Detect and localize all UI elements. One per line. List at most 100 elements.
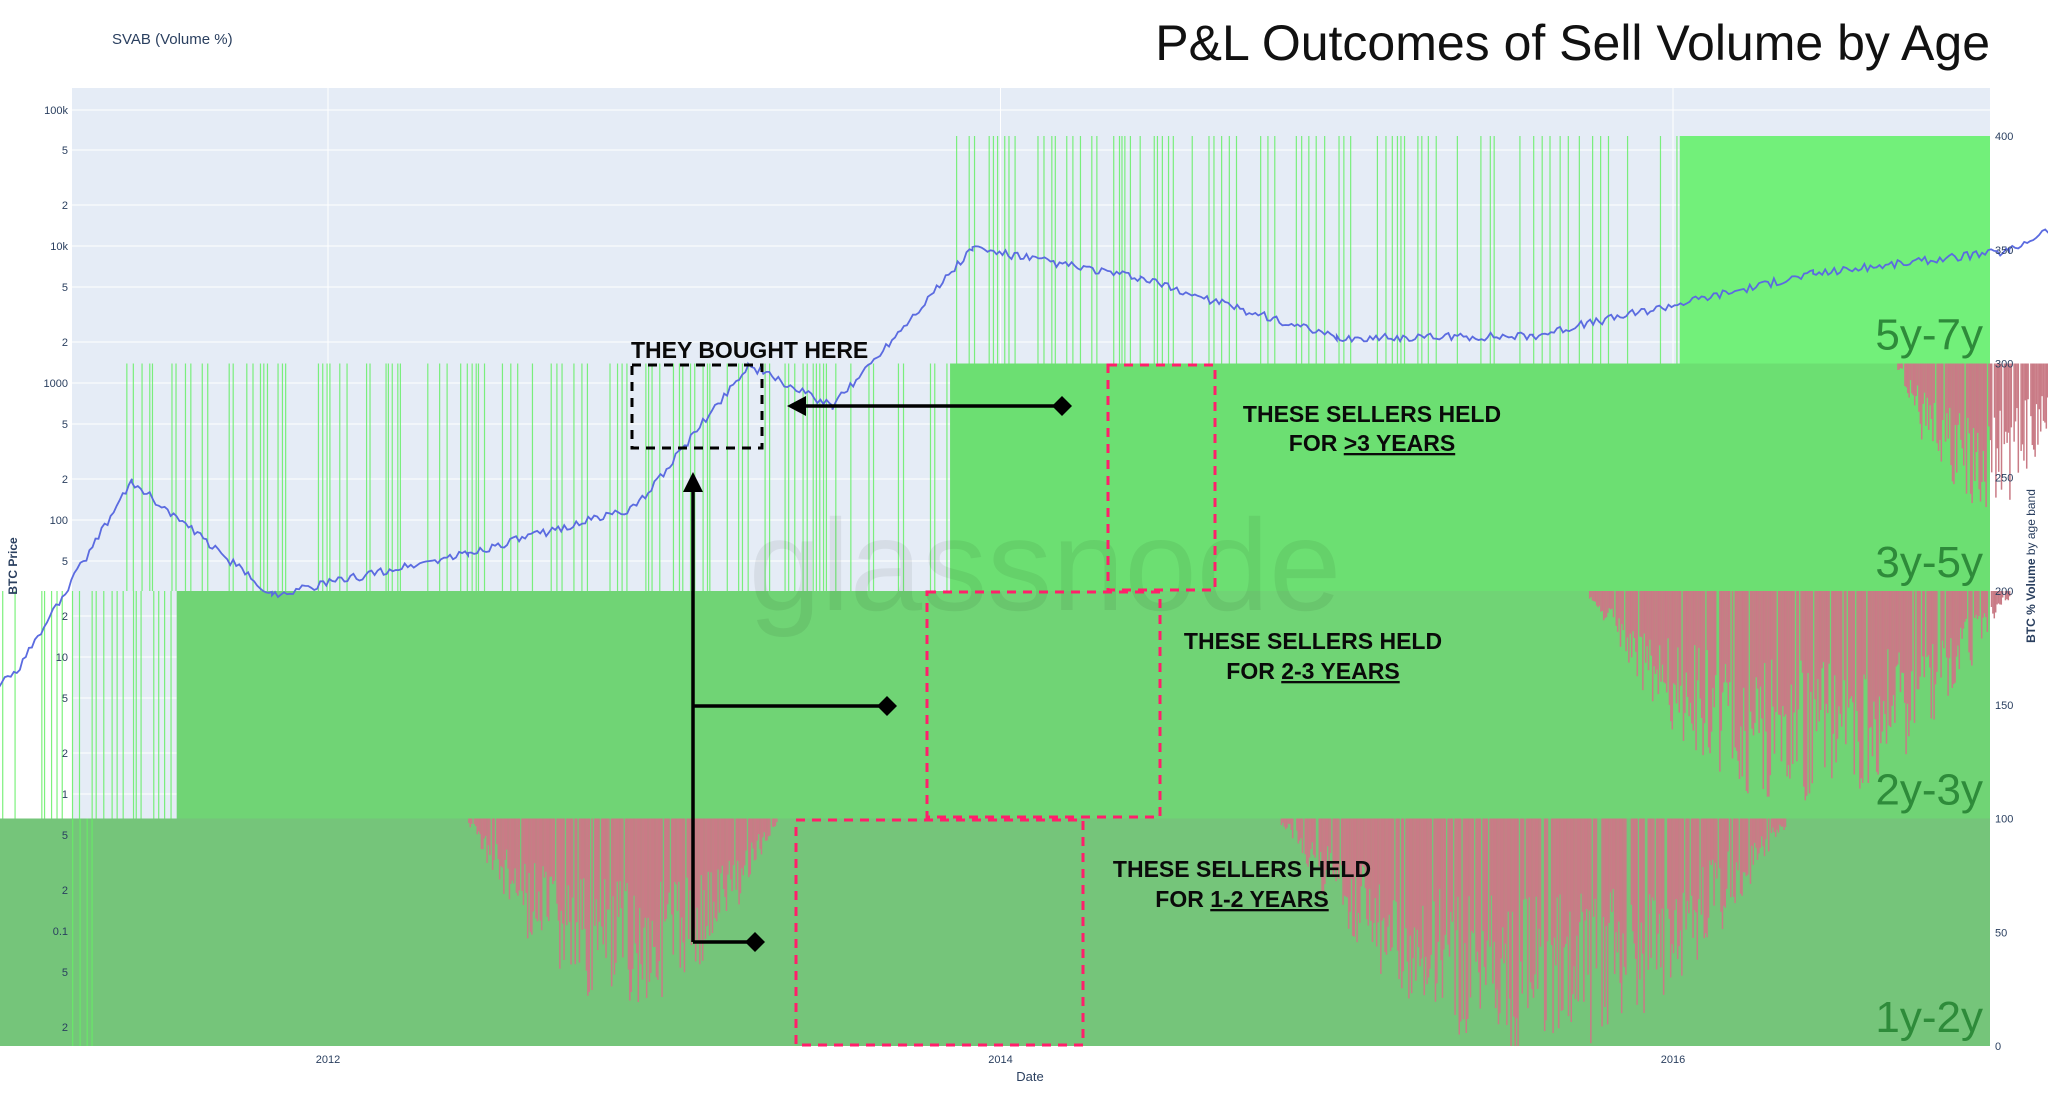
loss-bar [1538, 818, 1540, 929]
loss-bar [1381, 818, 1384, 921]
loss-bar [717, 818, 719, 870]
loss-bar [1735, 591, 1738, 751]
loss-bar [1679, 591, 1682, 686]
profit-bar [648, 363, 650, 591]
loss-bar [2001, 591, 2004, 598]
loss-bar [529, 818, 532, 933]
loss-bar [1378, 818, 1381, 885]
loss-bar [486, 818, 488, 863]
loss-bar [504, 818, 507, 860]
loss-bar [1734, 818, 1736, 904]
loss-bar [1774, 818, 1777, 837]
loss-bar [1651, 591, 1654, 702]
loss-bar [1700, 818, 1703, 915]
loss-bar [1479, 818, 1482, 1009]
loss-bar [1790, 591, 1793, 685]
loss-bar [1951, 591, 1954, 688]
loss-bar [1838, 591, 1840, 707]
held-1-2y-line2: FOR 1-2 YEARS [1155, 886, 1328, 912]
loss-bar [752, 818, 754, 849]
profit-bar [153, 591, 155, 819]
loss-bar [1489, 818, 1491, 947]
loss-bar [1528, 818, 1531, 898]
loss-bar [1663, 591, 1665, 683]
loss-bar [1349, 818, 1351, 912]
profit-bar [973, 136, 976, 364]
loss-bar [518, 818, 521, 891]
loss-bar [1671, 818, 1673, 945]
loss-bar [2032, 363, 2035, 450]
profit-bar [79, 818, 81, 1046]
held-1-2y-duration: 1-2 YEARS [1210, 886, 1328, 912]
loss-bar [1724, 591, 1727, 665]
profit-bar [902, 363, 905, 591]
loss-bar [503, 818, 505, 894]
loss-bar [657, 818, 659, 980]
loss-bar [2044, 363, 2046, 423]
loss-bar [1751, 591, 1753, 729]
profit-volume-bars [2, 136, 1678, 1046]
loss-bar [603, 818, 606, 880]
loss-bar [1485, 818, 1487, 985]
loss-bar [703, 818, 705, 891]
loss-bar [1929, 363, 1931, 406]
left-tick-label: 2 [62, 611, 68, 623]
profit-bar [346, 363, 348, 591]
loss-bar [1940, 363, 1943, 462]
loss-bar [1657, 818, 1659, 934]
loss-bar [1598, 591, 1601, 606]
profit-bar [329, 363, 331, 591]
profit-bar [1091, 136, 1093, 364]
loss-bar [1441, 818, 1444, 998]
loss-bar [1943, 591, 1945, 649]
loss-bar [1482, 818, 1484, 932]
loss-bar [675, 818, 677, 885]
loss-bar [1413, 818, 1416, 928]
profit-bar [726, 363, 728, 591]
loss-bar [1420, 818, 1423, 959]
loss-bar [1770, 591, 1773, 660]
profit-bar [1079, 136, 1082, 364]
left-tick-label: 5 [62, 967, 68, 979]
profit-bar [446, 363, 448, 591]
loss-bar [1556, 818, 1559, 898]
loss-bar [1455, 818, 1458, 931]
loss-bar [1597, 591, 1599, 608]
loss-bar [1353, 818, 1356, 937]
profit-bar [1396, 136, 1399, 364]
loss-bar [567, 818, 570, 886]
loss-bar [1703, 818, 1706, 939]
loss-bar [1950, 363, 1952, 466]
loss-bar [676, 818, 679, 911]
loss-bar [1423, 818, 1426, 996]
profit-bar [1607, 136, 1610, 364]
profit-bar [1008, 136, 1010, 364]
profit-bar [170, 591, 172, 819]
loss-bar [720, 818, 722, 874]
profit-bar [788, 363, 790, 591]
loss-bar [595, 818, 598, 900]
loss-bar [581, 818, 584, 930]
loss-bar [1612, 591, 1615, 618]
profit-bar [61, 591, 63, 819]
loss-bar [1836, 591, 1839, 739]
profit-bar [868, 363, 870, 591]
loss-bar [2016, 363, 2018, 409]
loss-bar [552, 818, 554, 885]
loss-bar [610, 818, 613, 987]
loss-bar [553, 818, 556, 881]
loss-bar [1856, 591, 1858, 712]
profit-bar [387, 363, 389, 591]
loss-bar [2023, 363, 2025, 461]
loss-bar [1700, 591, 1703, 719]
profit-bar [1096, 136, 1098, 364]
loss-bar [1650, 818, 1652, 958]
loss-bar [1636, 591, 1639, 677]
loss-bar [1345, 818, 1347, 897]
loss-bar [1459, 818, 1462, 1022]
loss-bar [1930, 591, 1933, 719]
loss-bar [629, 818, 631, 1001]
loss-bar [578, 818, 581, 963]
loss-bar [1434, 818, 1437, 1002]
loss-bar [1755, 818, 1757, 848]
